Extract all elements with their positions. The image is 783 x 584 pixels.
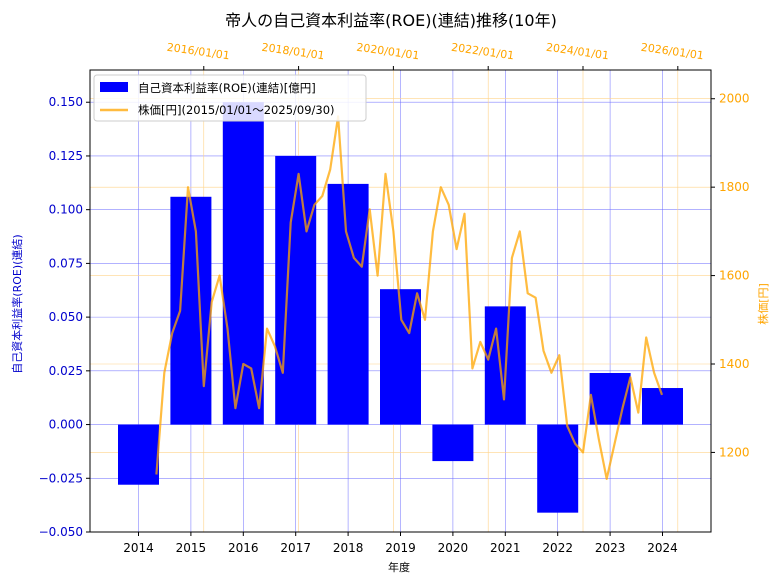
- y-tick-label: 0.075: [49, 256, 83, 270]
- y-tick-label: 0.000: [49, 418, 83, 432]
- y-tick-label: 0.025: [49, 364, 83, 378]
- y-tick-label: 0.150: [49, 95, 83, 109]
- y-axis-label: 自己資本利益率(ROE)(連結): [10, 234, 24, 373]
- legend-swatch-roe: [100, 82, 128, 92]
- y-tick-label: −0.050: [39, 525, 83, 539]
- y2-tick-label: 2000: [719, 92, 750, 106]
- roe-bar: [432, 424, 474, 462]
- x-tick-label: 2020: [438, 541, 469, 555]
- x-tick-label: 2022: [542, 541, 573, 555]
- y2-tick-label: 1800: [719, 180, 750, 194]
- top-tick-label: 2022/01/01: [450, 41, 515, 63]
- x-tick-label: 2017: [280, 541, 311, 555]
- roe-bar: [170, 196, 212, 425]
- x-tick-label: 2019: [385, 541, 416, 555]
- top-tick-label: 2016/01/01: [166, 41, 231, 63]
- x-tick-label: 2023: [595, 541, 626, 555]
- y-tick-label: −0.025: [39, 471, 83, 485]
- roe-bar: [275, 155, 317, 425]
- top-tick-label: 2024/01/01: [545, 41, 610, 63]
- x-tick-label: 2021: [490, 541, 521, 555]
- top-tick-label: 2026/01/01: [640, 41, 705, 63]
- x-tick-label: 2016: [228, 541, 259, 555]
- x-tick-label: 2024: [647, 541, 678, 555]
- x-tick-label: 2018: [333, 541, 364, 555]
- x-axis-label: 年度: [388, 560, 410, 574]
- y2-tick-label: 1600: [719, 269, 750, 283]
- y2-axis-label: 株価[円]: [756, 283, 770, 325]
- chart-title: 帝人の自己資本利益率(ROE)(連結)推移(10年): [225, 11, 557, 30]
- y2-tick-label: 1200: [719, 445, 750, 459]
- y-tick-label: 0.125: [49, 149, 83, 163]
- roe-bar: [537, 424, 579, 513]
- x-tick-label: 2015: [176, 541, 207, 555]
- roe-bar: [327, 183, 369, 425]
- top-tick-label: 2018/01/01: [261, 41, 326, 63]
- legend-box: [93, 74, 367, 122]
- y-tick-label: 0.050: [49, 310, 83, 324]
- legend-label-roe: 自己資本利益率(ROE)(連結)[億円]: [138, 81, 316, 95]
- price-line: [155, 115, 664, 480]
- y-tick-label: 0.100: [49, 203, 83, 217]
- x-tick-label: 2014: [123, 541, 154, 555]
- roe-bar: [222, 102, 264, 425]
- legend: 自己資本利益率(ROE)(連結)[億円] 株価[円](2015/01/01～202…: [93, 74, 367, 122]
- roe-bar: [589, 372, 631, 425]
- roe-bar: [118, 424, 159, 485]
- y2-tick-label: 1400: [719, 357, 750, 371]
- legend-label-price: 株価[円](2015/01/01～2025/09/30): [138, 103, 335, 117]
- top-tick-label: 2020/01/01: [356, 41, 421, 63]
